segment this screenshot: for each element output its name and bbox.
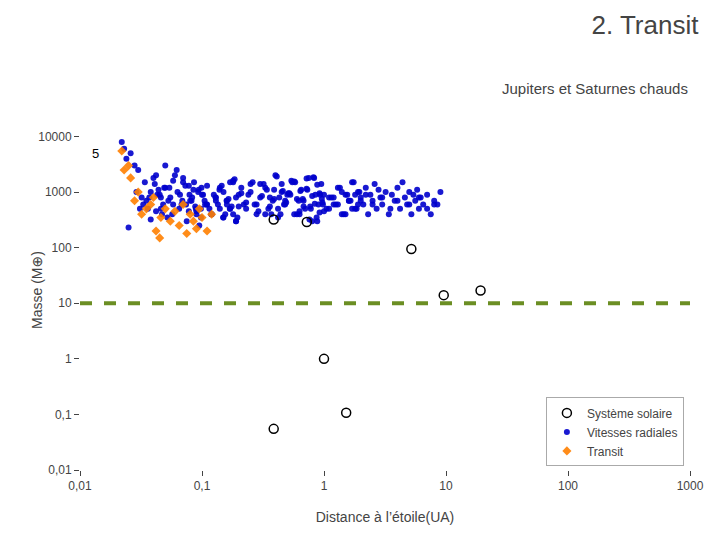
- svg-text:Masse (M⊕): Masse (M⊕): [29, 251, 45, 329]
- svg-text:1: 1: [65, 352, 72, 366]
- svg-text:Distance à l’étoile(UA): Distance à l’étoile(UA): [316, 509, 455, 525]
- svg-text:Système solaire: Système solaire: [587, 407, 673, 421]
- svg-text:0,01: 0,01: [68, 479, 92, 493]
- svg-text:10: 10: [58, 296, 72, 310]
- svg-text:Jupiters et Saturnes chauds: Jupiters et Saturnes chauds: [502, 80, 688, 97]
- svg-text:Transit: Transit: [587, 445, 624, 459]
- svg-text:2. Transit: 2. Transit: [591, 10, 699, 40]
- svg-text:100: 100: [52, 241, 72, 255]
- svg-text:5: 5: [92, 146, 99, 161]
- svg-text:0,01: 0,01: [48, 463, 72, 477]
- svg-text:0,1: 0,1: [55, 408, 72, 422]
- svg-text:10000: 10000: [38, 130, 72, 144]
- svg-text:1000: 1000: [677, 479, 704, 493]
- svg-text:1000: 1000: [45, 185, 72, 199]
- svg-text:0,1: 0,1: [194, 479, 211, 493]
- svg-text:Vitesses radiales: Vitesses radiales: [587, 426, 678, 440]
- svg-text:10: 10: [439, 479, 453, 493]
- svg-text:100: 100: [558, 479, 578, 493]
- svg-text:1: 1: [321, 479, 328, 493]
